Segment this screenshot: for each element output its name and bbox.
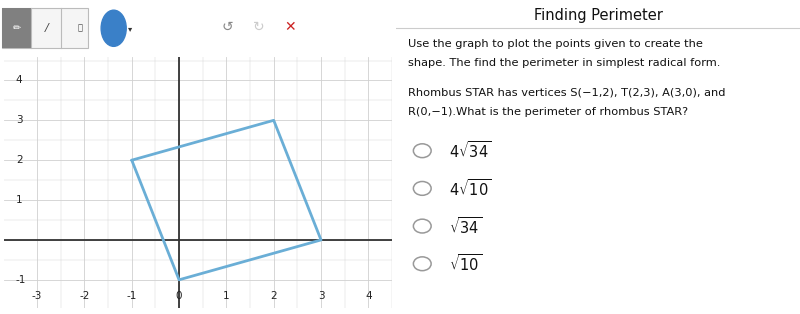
Text: $4\sqrt{34}$: $4\sqrt{34}$ (449, 140, 491, 161)
Text: 🖊: 🖊 (78, 24, 83, 33)
Text: ↻: ↻ (253, 20, 265, 34)
Text: ✕: ✕ (284, 20, 296, 34)
Text: ↺: ↺ (222, 20, 233, 34)
Text: 1: 1 (16, 195, 22, 205)
Text: ▾: ▾ (128, 24, 132, 33)
Text: $\sqrt{10}$: $\sqrt{10}$ (449, 253, 482, 274)
Text: 3: 3 (16, 115, 22, 125)
Text: /: / (45, 23, 49, 33)
Text: Rhombus STAR has vertices S(−1,2), T(2,3), A(3,0), and: Rhombus STAR has vertices S(−1,2), T(2,3… (408, 88, 726, 98)
Text: ✏: ✏ (13, 23, 21, 33)
Text: -2: -2 (79, 290, 90, 300)
Text: shape. The find the perimeter in simplest radical form.: shape. The find the perimeter in simples… (408, 58, 721, 68)
Text: $\sqrt{34}$: $\sqrt{34}$ (449, 216, 482, 236)
Text: 2: 2 (270, 290, 277, 300)
Text: 4: 4 (365, 290, 372, 300)
Text: -1: -1 (126, 290, 137, 300)
Text: 2: 2 (16, 155, 22, 165)
Text: 3: 3 (318, 290, 324, 300)
Text: -1: -1 (16, 275, 26, 285)
Text: Finding Perimeter: Finding Perimeter (534, 8, 662, 23)
FancyBboxPatch shape (2, 8, 88, 48)
Text: -3: -3 (32, 290, 42, 300)
Text: R(0,−1).What is the perimeter of rhombus STAR?: R(0,−1).What is the perimeter of rhombus… (408, 107, 688, 117)
Text: Use the graph to plot the points given to create the: Use the graph to plot the points given t… (408, 39, 703, 49)
Text: 4: 4 (16, 75, 22, 85)
Text: $4\sqrt{10}$: $4\sqrt{10}$ (449, 178, 491, 199)
Circle shape (101, 10, 126, 46)
Text: 1: 1 (223, 290, 230, 300)
FancyBboxPatch shape (2, 8, 31, 48)
Text: 0: 0 (176, 290, 182, 300)
